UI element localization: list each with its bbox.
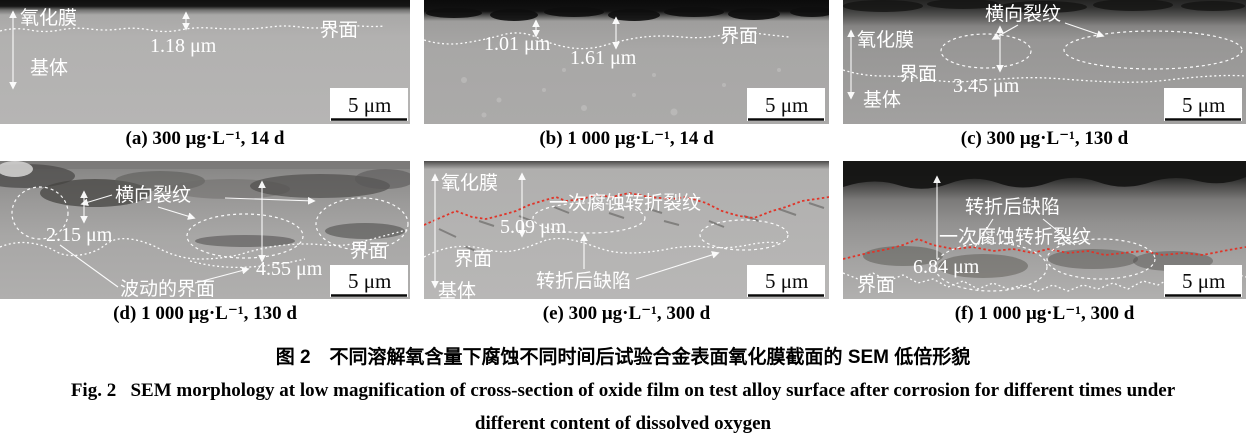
substrate-label: 基体 bbox=[30, 57, 68, 79]
scale-bar-label: 5 μm bbox=[1182, 269, 1225, 293]
panel-e: 氧化膜 一次腐蚀转折裂纹 5.09 μm 界面 转折后缺陷 基体 5 μm (e… bbox=[424, 161, 829, 326]
panel-e-caption: (e) 300 μg·L⁻¹, 300 d bbox=[542, 303, 711, 324]
substrate-label: 基体 bbox=[438, 280, 476, 299]
substrate-label: 基体 bbox=[863, 89, 901, 111]
thickness-value: 5.09 μm bbox=[500, 216, 567, 238]
primary-crack-trace bbox=[424, 192, 829, 226]
scale-bar: 5 μm bbox=[1164, 265, 1242, 297]
defects-label: 转折后缺陷 bbox=[536, 270, 631, 292]
sem-image-f: 转折后缺陷 一次腐蚀转折裂纹 6.84 μm 界面 5 μm bbox=[843, 161, 1246, 299]
interface-line bbox=[843, 69, 1246, 83]
transverse-cracks-label: 横向裂纹 bbox=[985, 3, 1061, 25]
primary-crack-trace bbox=[843, 238, 1246, 260]
sem-image-a: 氧化膜 基体 1.18 μm 界面 5 μm bbox=[0, 0, 410, 124]
crack-pointer-right bbox=[1064, 22, 1105, 38]
defect-ellipse-1 bbox=[532, 202, 646, 234]
panel-c-caption: (c) 300 μg·L⁻¹, 130 d bbox=[960, 128, 1129, 149]
scale-bar-label: 5 μm bbox=[765, 93, 808, 117]
crack-pointer-right bbox=[224, 196, 316, 205]
surface-deposit-blobs bbox=[843, 0, 1245, 13]
sem-row-2: 横向裂纹 2.15 μm 4.55 μm 界面 波动的界面 5 μm (d) 1… bbox=[0, 161, 1246, 326]
sem-row-1: 氧化膜 基体 1.18 μm 界面 5 μm (a) 300 μg·L⁻¹, 1… bbox=[0, 0, 1246, 151]
scale-bar-label: 5 μm bbox=[1182, 93, 1225, 117]
figure-caption-en-line2: different content of dissolved oxygen bbox=[474, 413, 772, 434]
thickness-value-1: 2.15 μm bbox=[46, 224, 113, 246]
interface-label: 界面 bbox=[899, 64, 937, 85]
sem-image-d: 横向裂纹 2.15 μm 4.55 μm 界面 波动的界面 5 μm bbox=[0, 161, 410, 299]
thickness-value: 3.45 μm bbox=[953, 75, 1020, 97]
wavy-interface-pointer-2 bbox=[194, 266, 250, 284]
sem-image-b: 1.01 μm 1.61 μm 界面 5 μm bbox=[424, 0, 829, 124]
scale-bar: 5 μm bbox=[330, 88, 408, 121]
panel-f-caption: (f) 1 000 μg·L⁻¹, 300 d bbox=[954, 303, 1135, 324]
interface-line bbox=[0, 228, 410, 260]
surface-deposit-blobs bbox=[426, 7, 829, 21]
scale-bar-label: 5 μm bbox=[765, 269, 808, 293]
wavy-interface-pointer-1 bbox=[59, 244, 119, 288]
defect-ellipse-2 bbox=[699, 219, 789, 251]
scale-bar: 5 μm bbox=[747, 265, 825, 297]
interface-label: 界面 bbox=[720, 26, 758, 47]
panel-f: 转折后缺陷 一次腐蚀转折裂纹 6.84 μm 界面 5 μm (f) 1 000… bbox=[843, 161, 1246, 326]
scale-bar: 5 μm bbox=[747, 88, 825, 121]
sem-image-c: 横向裂纹 氧化膜 界面 3.45 μm 基体 5 μm bbox=[843, 0, 1246, 124]
interface-line-lower bbox=[189, 258, 306, 269]
panel-c: 横向裂纹 氧化膜 界面 3.45 μm 基体 5 μm (c) 300 μg·L… bbox=[843, 0, 1246, 151]
defect-pointer-2 bbox=[1042, 218, 1076, 246]
primary-crack-label: 一次腐蚀转折裂纹 bbox=[939, 226, 1091, 248]
crack-ellipse-1 bbox=[11, 186, 69, 240]
scale-bar-label: 5 μm bbox=[348, 269, 391, 293]
panel-a-caption: (a) 300 μg·L⁻¹, 14 d bbox=[125, 128, 285, 149]
defects-label: 转折后缺陷 bbox=[965, 196, 1060, 218]
thickness-value-2: 1.61 μm bbox=[570, 47, 637, 69]
sem-image-e: 氧化膜 一次腐蚀转折裂纹 5.09 μm 界面 转折后缺陷 基体 5 μm bbox=[424, 161, 829, 299]
interface-label: 界面 bbox=[857, 275, 895, 296]
crack-ellipse-3 bbox=[315, 197, 409, 251]
crack-ellipse-1 bbox=[940, 33, 1032, 69]
defect-ellipse-2 bbox=[1046, 238, 1156, 280]
thickness-value-2: 4.55 μm bbox=[256, 258, 323, 280]
oxide-texture-patches bbox=[863, 246, 1213, 278]
crack-ellipse-2 bbox=[1063, 30, 1243, 70]
wavy-interface-label: 波动的界面 bbox=[120, 278, 215, 299]
surface-dark-band bbox=[843, 161, 1246, 189]
interface-label: 界面 bbox=[350, 241, 388, 262]
defect-pointer-long bbox=[635, 251, 720, 280]
panel-b-caption: (b) 1 000 μg·L⁻¹, 14 d bbox=[539, 128, 714, 149]
scale-bar-label: 5 μm bbox=[348, 93, 391, 117]
thickness-value: 6.84 μm bbox=[913, 256, 980, 278]
interface-line bbox=[843, 272, 1246, 292]
oxide-film-label: 氧化膜 bbox=[857, 29, 914, 51]
panel-d: 横向裂纹 2.15 μm 4.55 μm 界面 波动的界面 5 μm (d) 1… bbox=[0, 161, 410, 326]
scale-bar: 5 μm bbox=[330, 265, 408, 297]
oxide-film-label: 氧化膜 bbox=[20, 7, 77, 29]
oxide-film-label: 氧化膜 bbox=[441, 172, 498, 194]
crack-ellipse-2 bbox=[186, 213, 304, 259]
scale-bar: 5 μm bbox=[1164, 88, 1242, 121]
interface-label: 界面 bbox=[320, 20, 358, 41]
figure-caption-en-line1: Fig. 2 SEM morphology at low magnificati… bbox=[70, 380, 1176, 401]
defect-pointer-1 bbox=[974, 218, 994, 248]
panel-a: 氧化膜 基体 1.18 μm 界面 5 μm (a) 300 μg·L⁻¹, 1… bbox=[0, 0, 410, 151]
thickness-value-1: 1.01 μm bbox=[484, 33, 551, 55]
primary-crack-label: 一次腐蚀转折裂纹 bbox=[549, 192, 701, 214]
panel-b: 1.01 μm 1.61 μm 界面 5 μm (b) 1 000 μg·L⁻¹… bbox=[424, 0, 829, 151]
figure-caption-zh: 图 2 不同溶解氧含量下腐蚀不同时间后试验合金表面氧化膜截面的 SEM 低倍形貌 bbox=[275, 347, 971, 368]
interface-label: 界面 bbox=[454, 249, 492, 270]
panel-d-caption: (d) 1 000 μg·L⁻¹, 130 d bbox=[113, 303, 297, 324]
transverse-cracks-label: 横向裂纹 bbox=[115, 184, 191, 206]
defect-ellipse-1 bbox=[934, 242, 1048, 292]
thickness-value: 1.18 μm bbox=[150, 35, 217, 57]
crack-pointer-mid bbox=[157, 206, 196, 220]
